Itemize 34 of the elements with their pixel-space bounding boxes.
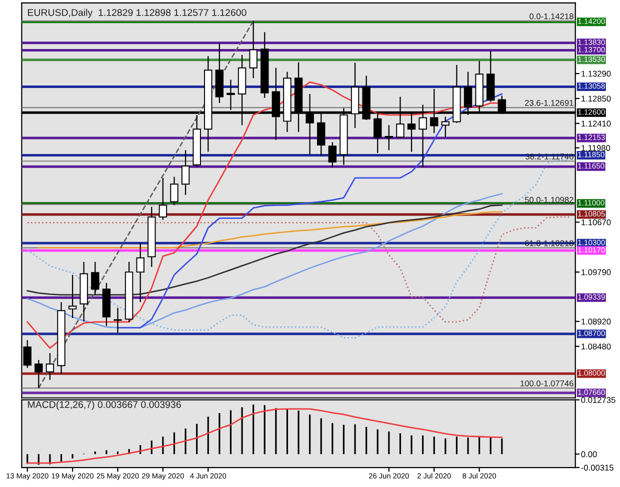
candlestick bbox=[114, 307, 122, 334]
line-series bbox=[26, 204, 503, 296]
y-tick-label: 1.13290 bbox=[582, 70, 611, 77]
y-tick-label: 1.09790 bbox=[582, 269, 611, 276]
y-tick-label: -0.00315 bbox=[581, 464, 614, 471]
annotation: 100.0-1.07746 bbox=[520, 380, 574, 386]
candlestick bbox=[46, 352, 54, 380]
candlestick bbox=[441, 116, 450, 138]
candlestick bbox=[91, 261, 100, 296]
annotation: 50.0-1.10982 bbox=[524, 196, 574, 203]
annotation: 0.0-1.14218 bbox=[530, 13, 574, 20]
y-tick-label: 1.10670 bbox=[582, 219, 611, 226]
candlestick bbox=[34, 359, 43, 389]
y-tick-label: 0.012735 bbox=[581, 397, 616, 403]
annotation: 23.6-1.12691 bbox=[525, 100, 574, 106]
candlestick bbox=[170, 176, 178, 206]
candlestick bbox=[181, 150, 190, 196]
candlestick bbox=[136, 242, 144, 303]
y-tick-label: 1.12850 bbox=[582, 96, 611, 102]
line-series bbox=[26, 408, 503, 464]
line-series bbox=[38, 211, 503, 248]
candlestick bbox=[68, 274, 77, 319]
y-tick-label: 1.08480 bbox=[582, 344, 611, 350]
y-tick-label: 1.12410 bbox=[582, 120, 611, 127]
text: EURUSD,Daily 1.12829 1.12898 1.12577 1.12600 bbox=[28, 8, 246, 18]
y-tick-label: 1.11980 bbox=[582, 145, 610, 151]
y-tick-label: 1.08920 bbox=[582, 318, 611, 325]
line-series bbox=[26, 193, 503, 328]
chart-title: MACD(12,26,7) 0.003667 0.003936 bbox=[28, 400, 181, 410]
y-tick-label: 0.00 bbox=[581, 451, 597, 458]
candlestick bbox=[328, 142, 337, 168]
candlestick bbox=[384, 124, 394, 151]
candlestick bbox=[158, 177, 168, 220]
candlestick bbox=[249, 20, 258, 79]
